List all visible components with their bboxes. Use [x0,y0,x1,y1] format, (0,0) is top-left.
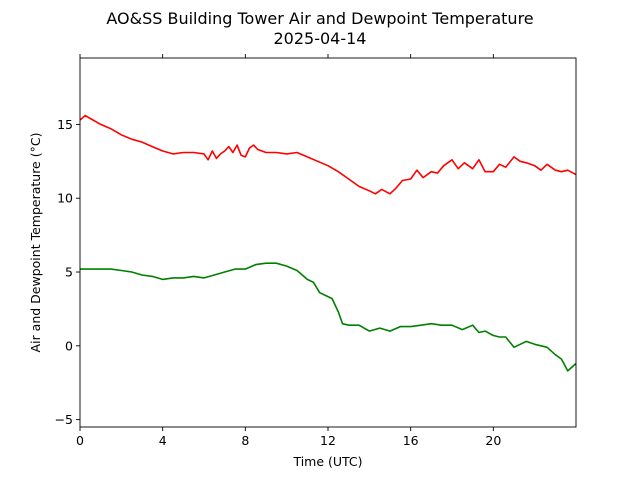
chart-title: AO&SS Building Tower Air and Dewpoint Te… [106,9,533,28]
y-tick-label: 5 [65,265,73,280]
x-tick-label: 8 [241,433,249,448]
x-tick-label: 0 [76,433,84,448]
x-tick-label: 4 [159,433,167,448]
chart-subtitle: 2025-04-14 [274,29,367,48]
x-tick-label: 12 [320,433,336,448]
x-tick-label: 16 [403,433,419,448]
y-tick-label: 0 [65,338,73,353]
x-tick-label: 20 [485,433,501,448]
series-line-1 [80,262,577,372]
plot-frame [79,57,577,428]
x-axis-label: Time (UTC) [292,454,362,469]
y-axis-label: Air and Dewpoint Temperature (°C) [28,133,43,353]
y-tick-label: 15 [57,117,73,132]
y-tick-label: −5 [55,412,73,427]
y-tick-label: 10 [57,191,73,206]
series-layer [79,114,577,372]
series-line-0 [79,114,577,195]
